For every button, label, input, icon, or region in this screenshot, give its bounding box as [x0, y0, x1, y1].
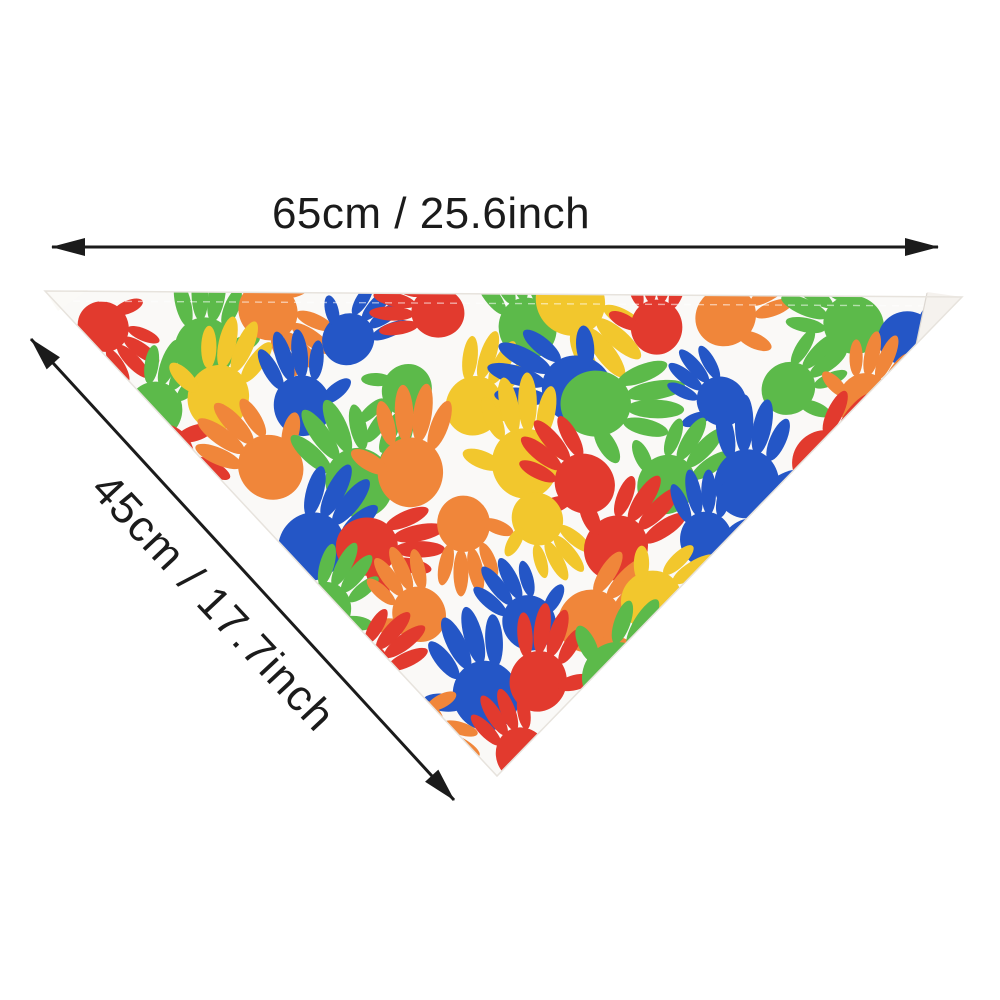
- handprint-pattern: [62, 291, 962, 776]
- height-arrow: [29, 337, 456, 802]
- fold-crease-line: [915, 292, 928, 346]
- bandana-triangle: [45, 291, 962, 776]
- hem-stitch-line: [59, 300, 946, 307]
- width-dimension-label: 65cm / 25.6inch: [271, 189, 591, 238]
- left-corner-fold: [45, 290, 88, 311]
